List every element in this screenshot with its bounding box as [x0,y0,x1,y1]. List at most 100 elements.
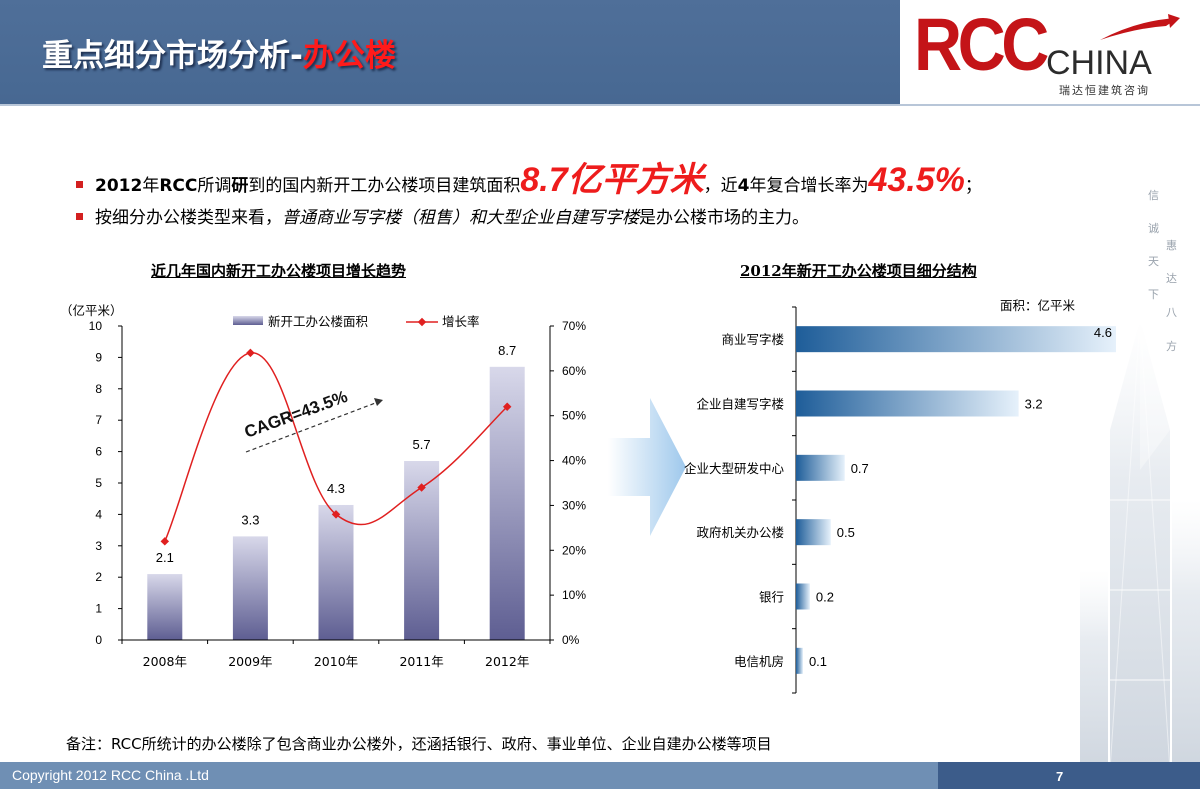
bullet-point-2: 按细分办公楼类型来看，普通商业写字楼（租售）和大型企业自建写字楼是办公楼市场的主… [76,203,809,228]
bar-value-label: 4.3 [327,481,345,496]
area-bar [489,366,525,640]
header-divider [0,104,1200,106]
y2-tick-label: 60% [562,364,586,378]
highlight-cagr-value: 43.5% [868,161,965,199]
segment-value-label: 4.6 [1094,325,1112,340]
bar-value-label: 8.7 [498,343,516,358]
left-chart-title: 近几年国内新开工办公楼项目增长趋势 [151,262,407,280]
y-tick-label: 7 [95,413,102,427]
segment-value-label: 0.2 [816,590,834,605]
area-bar [232,536,268,640]
segment-bar [796,519,831,546]
cagr-trend-arrow [245,401,379,453]
slogan-char: 诚 [1148,222,1159,235]
segment-category-label: 政府机关办公楼 [696,525,784,540]
y2-tick-label: 0% [562,633,580,647]
bullet-text: RCC [159,176,198,196]
y-tick-label: 5 [95,476,102,490]
y-tick-label: 9 [95,350,102,364]
legend-line-label: 增长率 [442,314,480,329]
area-bar [318,504,354,640]
y-tick-label: 4 [95,507,102,521]
segment-value-label: 0.1 [809,654,827,669]
y2-tick-label: 50% [562,409,586,423]
y-tick-label: 8 [95,382,102,396]
growth-rate-line [164,352,508,542]
bar-value-label: 2.1 [156,550,174,565]
y-tick-label: 2 [95,570,102,584]
segment-bar [796,454,845,481]
segment-bar [796,583,810,610]
rcc-china-logo: RCC CHINA 瑞达恒建筑咨询 [900,0,1200,104]
logo-china-text: CHINA [1046,44,1152,82]
y2-tick-label: 40% [562,454,586,468]
bullet-text: ； [964,176,982,196]
slogan-char: 天 [1148,255,1159,268]
logo-swoosh-icon [1100,14,1180,40]
x-tick-label: 2009年 [228,654,272,669]
growth-rate-point [246,348,255,358]
segment-bar [796,326,1116,353]
footer-page-bar [938,762,1200,789]
segment-bar [796,647,803,674]
y2-tick-label: 10% [562,588,586,602]
right-chart-title: 2012年新开工办公楼项目细分结构 [740,262,977,280]
header-banner: 重点细分市场分析-办公楼 [0,0,900,104]
growth-trend-chart: （亿平米） 0 1 2 3 4 5 6 7 8 9 10 0% 10% 20% 30% 40% 50% 60% 70… [60,303,586,669]
segment-category-label: 企业自建写字楼 [696,397,784,412]
segment-value-label: 3.2 [1025,397,1043,412]
highlight-area-value: 8.7亿平方米 [520,161,704,199]
left-chart-y-axis-label: （亿平米） [60,303,123,318]
growth-rate-point [502,402,512,411]
bullet-text: 是办公楼市场的主力。 [639,208,809,228]
bullet-text-italic: 普通商业写字楼（租售）和大型企业自建写字楼 [282,208,639,228]
logo-rcc-text: RCC [914,3,1049,86]
segment-bar [796,390,1019,417]
y2-tick-label: 70% [562,319,586,333]
bullet-marker-icon [76,212,83,220]
x-tick-label: 2011年 [399,654,443,669]
segment-category-label: 商业写字楼 [721,332,784,347]
bullet-point-1: 2012年RCC所调研到的国内新开工办公楼项目建筑面积8.7亿平方米，近4年复合… [76,152,982,201]
logo-subtitle: 瑞达恒建筑咨询 [1059,84,1150,97]
bullet-text: 4 [737,176,750,196]
x-tick-label: 2008年 [143,654,187,669]
slogan-char: 八 [1166,306,1177,319]
y2-tick-label: 30% [562,498,586,512]
footnote: 备注：RCC所统计的办公楼除了包含商业办公楼外，还涵括银行、政府、事业单位、企业… [66,735,772,753]
segment-value-label: 0.5 [837,525,855,540]
bar-value-label: 5.7 [413,437,431,452]
bullet-text: 年 [142,176,160,196]
slide-title-prefix: 重点细分市场分析- [42,38,303,74]
segment-category-label: 银行 [759,590,784,605]
y-tick-label: 6 [95,445,102,459]
y-tick-label: 0 [95,633,102,647]
legend-line-marker [417,317,427,327]
legend-bar-swatch [233,316,263,325]
segment-value-label: 0.7 [851,461,869,476]
bullet-marker-icon [76,180,83,188]
segment-category-label: 企业大型研发中心 [684,461,785,476]
bullet-text: 2012 [95,176,143,196]
slogan-char: 达 [1166,272,1177,285]
slogan-char: 方 [1166,339,1177,353]
growth-rate-point [417,483,426,492]
growth-rate-point [331,510,341,519]
slogan-char: 信 [1148,189,1159,202]
segment-structure-chart: 面积：亿平米 商业写字楼 4.6 企业自建写字楼 3.2 企业大型研发中心 0.7 政府机关… [684,298,1116,694]
x-tick-label: 2010年 [314,654,358,669]
footer-bar [0,762,938,789]
x-tick-label: 2012年 [485,654,529,669]
flow-arrow-icon [608,398,686,536]
slogan-char: 下 [1148,288,1159,301]
bullet-text: 到的国内新开工办公楼项目建筑面积 [248,176,521,196]
y-tick-label: 1 [95,602,102,616]
area-bar [147,574,183,640]
bullet-text: 年复合增长率为 [749,176,869,196]
y2-tick-label: 20% [562,543,586,557]
slide-title: 重点细分市场分析-办公楼 [42,30,396,75]
slide-title-highlight: 办公楼 [302,38,396,74]
bar-value-label: 3.3 [241,512,259,527]
bullet-text: 研 [231,176,249,196]
bullet-text: 所调 [197,176,232,196]
